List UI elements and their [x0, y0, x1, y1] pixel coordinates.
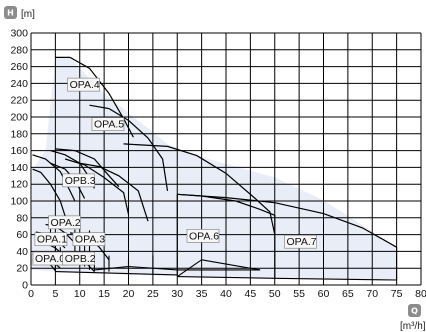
x-tick-label: 80	[415, 288, 426, 300]
x-tick-label: 25	[147, 288, 159, 300]
y-tick-label: 40	[16, 246, 28, 258]
series-label: OPA.0	[32, 251, 65, 266]
series-label: OPA.5	[91, 117, 125, 131]
series-label-box	[34, 232, 68, 246]
boundary-segment	[94, 265, 129, 271]
series-label-text: OPB.3	[65, 175, 96, 187]
y-tick-label: 220	[10, 95, 28, 107]
x-tick-label: 65	[342, 288, 354, 300]
curve-opa6	[123, 143, 276, 235]
x-tick-label: 35	[196, 288, 208, 300]
series-label: OPA.6	[186, 229, 220, 243]
curve-opb3	[32, 168, 66, 217]
x-tick-label: 70	[366, 288, 378, 300]
curve-opa5	[79, 162, 149, 222]
series-label-box	[284, 234, 317, 249]
curve-opb3	[55, 148, 120, 188]
x-tick-label: 5	[52, 288, 58, 300]
y-tick-label: 280	[10, 44, 28, 56]
series-label-box	[67, 77, 100, 92]
series-label-text: OPA.7	[287, 236, 317, 248]
y-tick-label: 180	[10, 128, 28, 140]
y-axis-letter-badge	[4, 6, 17, 19]
y-tick-label: 80	[16, 212, 28, 224]
series-label: OPB.3	[62, 173, 96, 188]
x-axis-unit: [m³/h]	[400, 321, 426, 332]
series-label-box	[72, 232, 106, 246]
x-tick-label: 45	[245, 288, 257, 300]
operating-envelope	[31, 57, 397, 281]
y-tick-label: 20	[16, 263, 28, 275]
series-label-box	[186, 229, 220, 243]
y-tick-label: 240	[10, 78, 28, 90]
series-label-text: OPA.2	[51, 217, 81, 229]
axis-ticks: 0 5 10 15 20 25 30 35 40 45 50 55 60 65 70 75 80 0 20 40 60 8…	[10, 28, 426, 301]
boundary-segment	[128, 265, 178, 271]
y-tick-label: 300	[10, 28, 28, 40]
series-label: OPA.4	[67, 77, 100, 92]
series-label-box	[62, 251, 95, 266]
y-axis-unit: [m]	[21, 9, 35, 20]
x-tick-label: 20	[123, 288, 135, 300]
y-axis-letter: H	[7, 9, 14, 18]
x-tick-label: 75	[391, 288, 403, 300]
series-labels: OPA.0 OPB.2 OPA.1 OPA.2 OPA.3 OPB.3 OPA.4 OPA.5…	[32, 77, 317, 266]
y-tick-label: 100	[10, 196, 28, 208]
y-tick-label: 0	[22, 280, 28, 292]
x-axis-caption: Q [m³/h]	[400, 304, 426, 332]
x-tick-label: 40	[220, 288, 232, 300]
curve-opa7	[177, 193, 397, 248]
grid	[30, 32, 422, 286]
y-tick-label: 60	[16, 229, 28, 241]
y-tick-label: 200	[10, 112, 28, 124]
series-label-text: OPA.5	[94, 119, 124, 131]
series-label-text: OPA.0	[35, 253, 65, 265]
boundary-segment	[177, 276, 275, 279]
curve-opa5	[89, 104, 169, 191]
x-tick-label: 10	[74, 288, 86, 300]
y-axis-caption: H [m]	[4, 6, 35, 20]
series-label: OPA.3	[72, 232, 106, 246]
series-label-text: OPA.1	[37, 234, 67, 246]
y-tick-label: 140	[10, 162, 28, 174]
boundary-segment	[201, 259, 261, 271]
series-label: OPB.2	[62, 251, 96, 266]
y-tick-label: 120	[10, 179, 28, 191]
series-label-text: OPB.2	[65, 253, 96, 265]
x-tick-label: 55	[293, 288, 305, 300]
x-tick-label: 0	[28, 288, 34, 300]
x-axis-letter-badge	[408, 304, 421, 317]
x-tick-label: 60	[318, 288, 330, 300]
series-label-text: OPA.4	[70, 79, 100, 91]
curve-opb3	[64, 158, 130, 215]
y-tick-label: 260	[10, 61, 28, 73]
boundary-segment	[55, 271, 178, 276]
x-axis-letter: Q	[411, 307, 418, 316]
series-label-box	[48, 215, 81, 230]
series-label-box	[62, 173, 95, 188]
x-tick-label: 50	[269, 288, 281, 300]
x-tick-label: 30	[171, 288, 183, 300]
series-label: OPA.2	[48, 215, 81, 230]
series-label-box	[91, 117, 125, 131]
boundary-segment	[176, 259, 202, 278]
boundary-segment	[274, 277, 397, 281]
curve-opb3	[32, 154, 76, 202]
operating-region	[31, 57, 397, 281]
series-label-text: OPA.6	[189, 230, 219, 242]
series-label: OPA.7	[284, 234, 317, 249]
y-tick-label: 160	[10, 145, 28, 157]
series-label: OPA.1	[34, 232, 68, 246]
series-label-text: OPA.3	[75, 234, 105, 246]
x-tick-label: 15	[98, 288, 110, 300]
